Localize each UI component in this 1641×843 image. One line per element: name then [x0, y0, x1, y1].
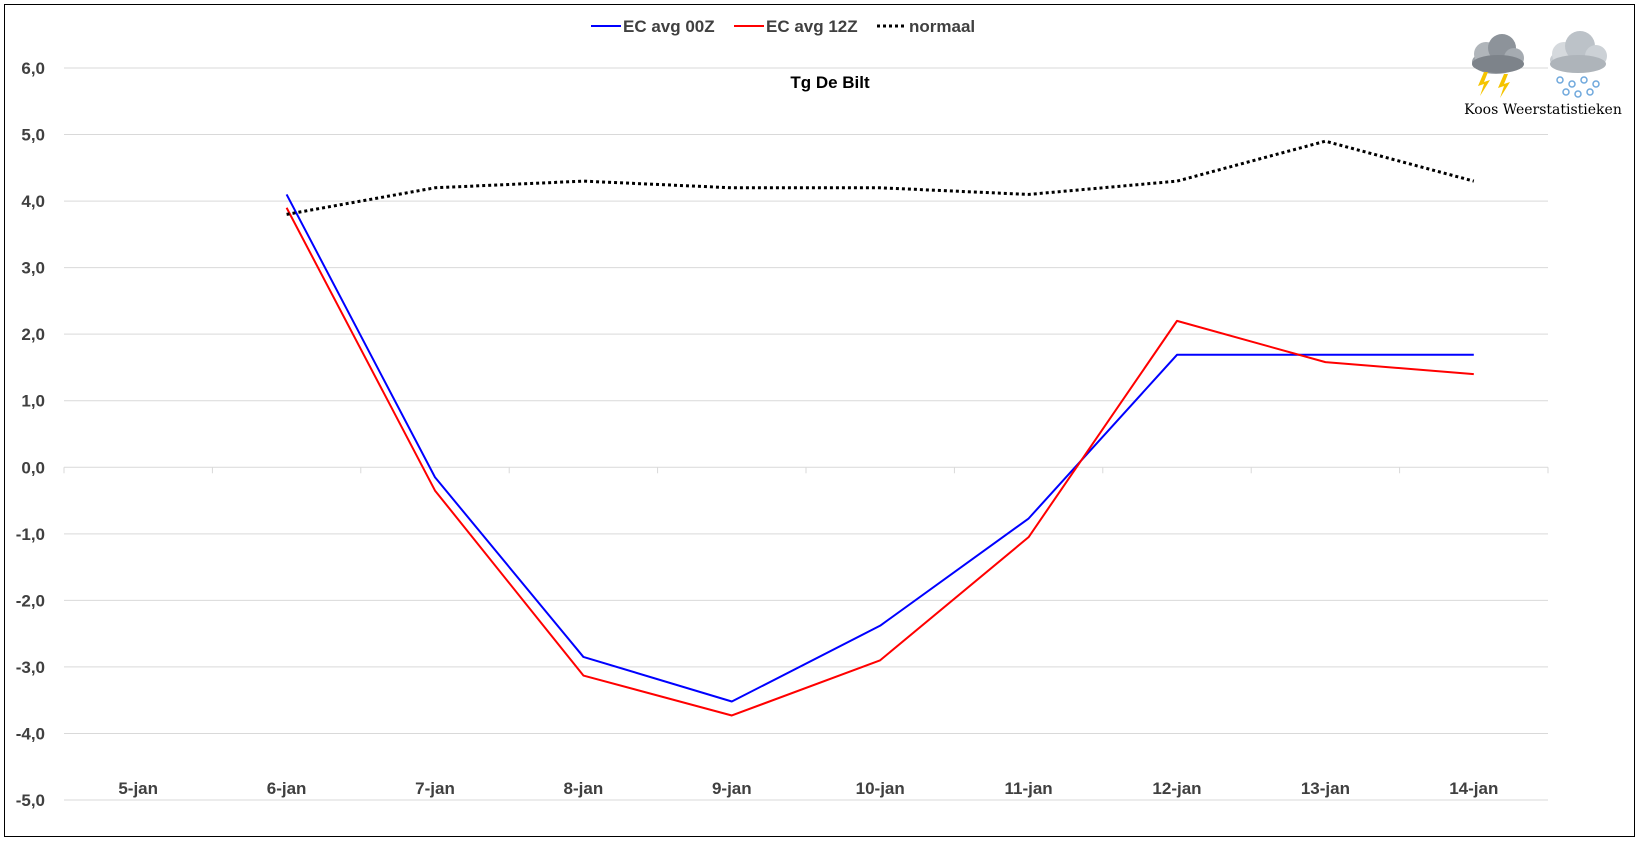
x-axis [63, 466, 1549, 474]
y-tick-label: 6,0 [21, 59, 45, 78]
x-tick-label: 9-jan [712, 779, 752, 798]
x-axis-tick-labels: 5-jan 6-jan 7-jan 8-jan 9-jan 10-jan 11-jan 12-… [118, 779, 1498, 798]
snow-cloud-icon [1550, 31, 1607, 98]
x-tick-label: 10-jan [856, 779, 905, 798]
y-tick-label: 0,0 [21, 458, 45, 477]
x-tick-label: 12-jan [1152, 779, 1201, 798]
x-tick-label: 7-jan [415, 779, 455, 798]
x-tick-label: 14-jan [1449, 779, 1498, 798]
legend: EC avg 00Z EC avg 12Z normaal [591, 17, 975, 36]
legend-label: normaal [909, 17, 975, 36]
series-line-ec-avg-12z [285, 207, 1474, 717]
x-tick-label: 13-jan [1301, 779, 1350, 798]
watermark-text: Koos Weerstatistieken [1464, 102, 1622, 118]
y-tick-label: -2,0 [16, 591, 45, 610]
series-line-ec-avg-00z [285, 193, 1474, 703]
y-tick-label: -5,0 [16, 791, 45, 810]
y-tick-label: 3,0 [21, 259, 45, 278]
y-tick-label: -1,0 [16, 525, 45, 544]
y-tick-label: 4,0 [21, 192, 45, 211]
thunderstorm-cloud-icon [1472, 34, 1524, 98]
y-tick-label: 5,0 [21, 126, 45, 145]
legend-label: EC avg 12Z [766, 17, 858, 36]
gridlines [64, 67, 1548, 801]
x-tick-label: 8-jan [564, 779, 604, 798]
x-tick-label: 11-jan [1004, 779, 1052, 798]
series-line-normaal [286, 139, 1475, 216]
chart-title: Tg De Bilt [790, 73, 870, 92]
y-tick-label: 2,0 [21, 325, 45, 344]
y-tick-label: 1,0 [21, 392, 45, 411]
legend-label: EC avg 00Z [623, 17, 715, 36]
y-axis-tick-labels: 6,0 5,0 4,0 3,0 2,0 1,0 0,0 -1,0 -2,0 -3,0 -4,0 -5,… [16, 59, 45, 810]
series-lines [285, 139, 1475, 717]
y-tick-label: -4,0 [16, 724, 45, 743]
x-tick-label: 6-jan [267, 779, 307, 798]
x-tick-label: 5-jan [118, 779, 158, 798]
watermark: Koos Weerstatistieken [1458, 24, 1628, 124]
y-tick-label: -3,0 [16, 658, 45, 677]
chart-frame [4, 4, 1635, 837]
